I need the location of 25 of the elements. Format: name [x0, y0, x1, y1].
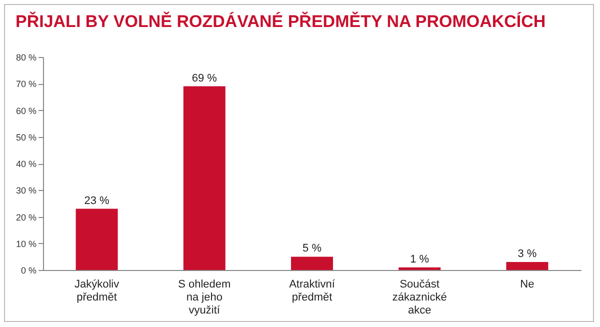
- y-tick-label: 30 %: [16, 186, 36, 196]
- x-tick-label: Jakýkoliv předmět: [74, 278, 120, 304]
- y-tick-label: 60 %: [16, 106, 36, 116]
- bar: [398, 267, 441, 270]
- x-tick-label: S ohledem na jeho využití: [178, 278, 231, 316]
- y-tick-label: 0 %: [20, 266, 36, 276]
- y-tick-label: 20 %: [16, 212, 36, 222]
- bar: [76, 208, 118, 270]
- chart-title: PŘIJALI BY VOLNĚ ROZDÁVANÉ PŘEDMĚTY NA PROMOAKCÍCH: [15, 11, 546, 31]
- y-tick-label: 70 %: [16, 79, 36, 90]
- data-label: 3 %: [518, 248, 537, 260]
- y-tick-label: 50 %: [16, 132, 36, 142]
- x-tick-label: Ne: [520, 278, 534, 290]
- y-tick-label: 80 %: [16, 52, 36, 62]
- data-label: 69 %: [192, 72, 218, 84]
- x-tick-label: Součást zákaznické akce: [392, 278, 447, 316]
- data-label: 5 %: [302, 242, 322, 255]
- data-label: 1 %: [410, 253, 430, 266]
- x-tick-label: Atraktivní předmět: [289, 278, 336, 304]
- data-label: 23 %: [84, 194, 110, 207]
- bar: [506, 262, 548, 270]
- bar: [291, 256, 333, 270]
- bar: [183, 86, 226, 270]
- y-tick-label: 10 %: [16, 238, 36, 249]
- y-tick-label: 40 %: [16, 159, 36, 169]
